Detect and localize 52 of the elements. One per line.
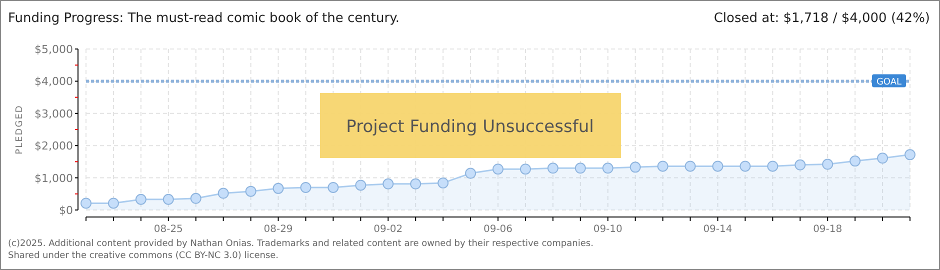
x-tick-label: 09-06 bbox=[483, 224, 513, 235]
chart-title: Funding Progress: The must-read comic book of the century. bbox=[8, 11, 400, 26]
point bbox=[904, 149, 916, 160]
point bbox=[80, 198, 92, 209]
banner: Project Funding Unsuccessful bbox=[320, 93, 621, 158]
point bbox=[410, 178, 422, 190]
text: (c)2025. Additional content provided by Nathan Onias. Trademarks and related content are owned by their respective companies. bbox=[8, 239, 594, 249]
y-tick-label: $4,000 bbox=[34, 75, 73, 88]
x-tick-label: 09-14 bbox=[703, 224, 732, 235]
point bbox=[630, 162, 641, 173]
point bbox=[712, 160, 724, 172]
point bbox=[822, 158, 834, 170]
x-tick-label: 08-25 bbox=[154, 224, 183, 235]
point bbox=[465, 168, 476, 179]
y-tick-label: $1,000 bbox=[34, 172, 73, 185]
point bbox=[300, 182, 312, 193]
point bbox=[877, 152, 888, 164]
point bbox=[684, 160, 696, 172]
y-tick-label: $5,000 bbox=[34, 43, 73, 56]
point bbox=[740, 160, 751, 172]
chart-subtitle: Closed at: $1,718 / $4,000 (42%) bbox=[714, 11, 930, 26]
y-tick-label: $0 bbox=[59, 204, 73, 217]
ref-line-label: GOAL bbox=[876, 78, 902, 88]
point bbox=[328, 182, 339, 193]
point bbox=[162, 194, 174, 205]
point bbox=[492, 164, 504, 175]
point bbox=[850, 156, 861, 167]
point bbox=[245, 186, 256, 197]
point bbox=[382, 178, 394, 190]
x-tick-label: 09-10 bbox=[593, 224, 622, 235]
point bbox=[794, 159, 806, 170]
point bbox=[135, 194, 146, 205]
point bbox=[547, 162, 558, 174]
point bbox=[190, 192, 202, 204]
point bbox=[657, 160, 668, 172]
point bbox=[355, 180, 366, 191]
point bbox=[520, 164, 531, 175]
y-axis-title: PLEDGED bbox=[15, 104, 25, 154]
annotation: Project Funding Unsuccessful bbox=[346, 117, 594, 137]
point bbox=[272, 182, 284, 194]
point bbox=[108, 198, 119, 209]
text: Shared under the creative commons (CC BY-NC 3.0) license. bbox=[8, 251, 279, 261]
x-tick-label: 09-18 bbox=[813, 224, 842, 235]
x-tick-label: 08-29 bbox=[264, 224, 293, 235]
x-tick-label: 09-02 bbox=[374, 224, 403, 235]
y-tick-label: $2,000 bbox=[34, 140, 73, 153]
point bbox=[218, 188, 229, 199]
point bbox=[438, 177, 449, 188]
point bbox=[602, 162, 614, 174]
point bbox=[574, 162, 586, 174]
y-tick-label: $3,000 bbox=[34, 107, 73, 120]
point bbox=[767, 160, 778, 172]
